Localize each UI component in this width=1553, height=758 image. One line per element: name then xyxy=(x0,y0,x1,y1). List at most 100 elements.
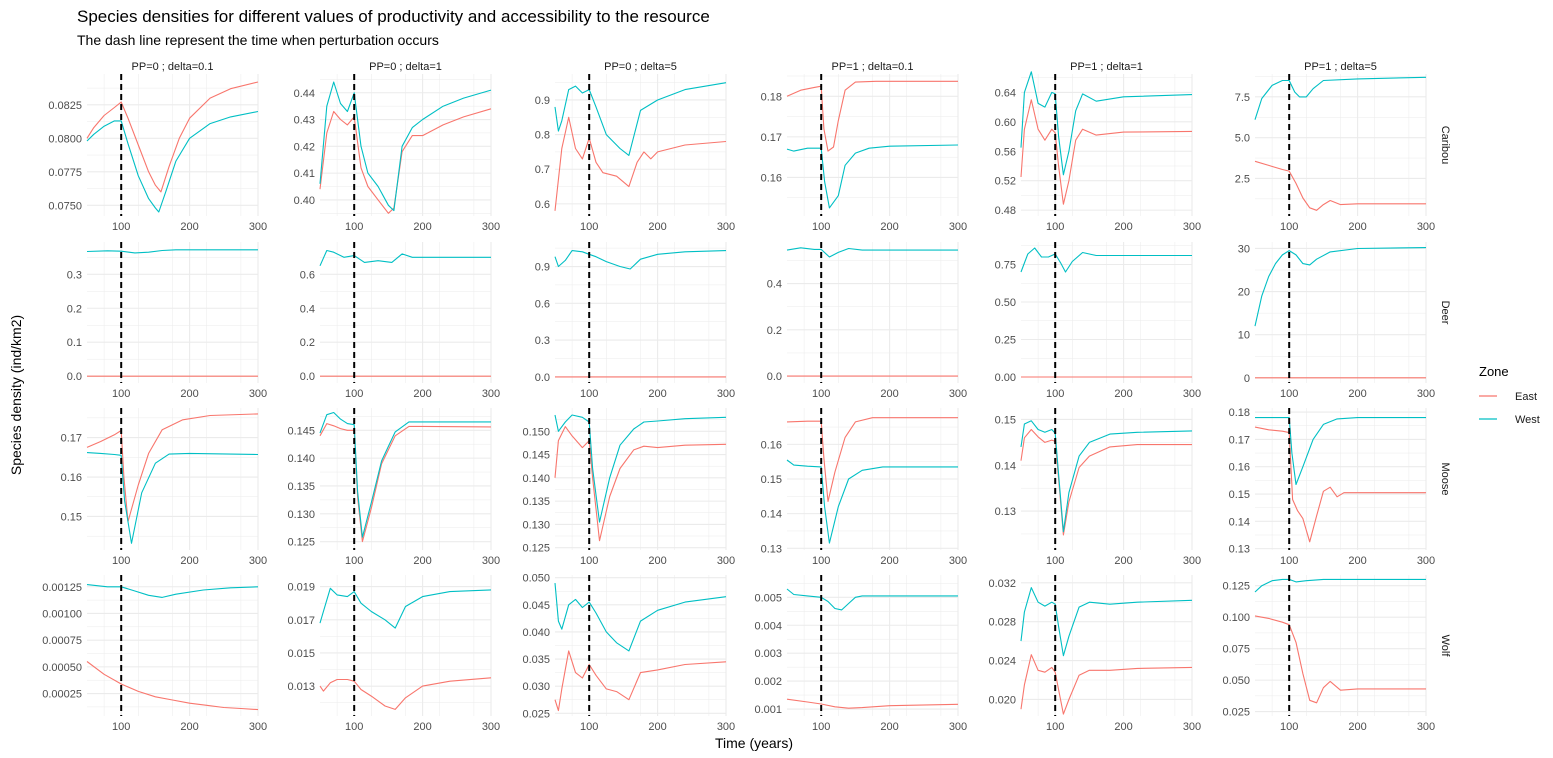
x-tick-label: 300 xyxy=(949,221,967,233)
y-tick-label: 0.42 xyxy=(294,141,315,153)
facet-panel: 100 200 300 0.13 0.14 0.15 xyxy=(995,408,1201,567)
y-tick-label: 0.15 xyxy=(61,511,82,523)
x-tick-label: 100 xyxy=(1046,721,1064,733)
y-tick-label: 0.125 xyxy=(522,543,550,555)
y-tick-label: 0.00100 xyxy=(42,608,82,620)
y-tick-label: 0.17 xyxy=(61,433,82,445)
x-tick-label: 200 xyxy=(1348,555,1366,567)
y-tick-label: 0.15 xyxy=(1229,489,1250,501)
y-tick-label: 0.028 xyxy=(988,617,1016,629)
y-tick-label: 0.16 xyxy=(1229,462,1250,474)
series-line-east xyxy=(86,81,259,193)
facet-panel: 100 200 300 0.025 0.030 0.035 0.040 0.045 0.050 xyxy=(522,573,735,733)
y-tick-label: 0.125 xyxy=(1222,581,1250,593)
y-tick-label: 0.14 xyxy=(761,509,782,521)
y-tick-label: 0.7 xyxy=(535,164,550,176)
y-tick-label: 0.0 xyxy=(300,371,315,383)
x-tick-label: 200 xyxy=(648,721,666,733)
x-tick-label: 100 xyxy=(812,388,830,400)
y-tick-label: 0.15 xyxy=(995,414,1016,426)
y-tick-label: 0.0775 xyxy=(48,167,82,179)
series-line-west xyxy=(554,82,727,156)
x-tick-label: 300 xyxy=(717,221,735,233)
series-line-west xyxy=(86,110,259,213)
y-tick-label: 0.050 xyxy=(522,573,550,585)
x-tick-label: 100 xyxy=(1280,555,1298,567)
chart-subtitle: The dash line represent the time when pe… xyxy=(77,32,439,48)
y-tick-label: 0.0 xyxy=(67,371,82,383)
x-tick-label: 100 xyxy=(112,221,130,233)
x-tick-label: 300 xyxy=(482,555,500,567)
x-tick-label: 300 xyxy=(717,388,735,400)
y-tick-label: 0.0 xyxy=(535,372,550,384)
x-tick-label: 200 xyxy=(1348,388,1366,400)
y-tick-label: 0.1 xyxy=(67,337,82,349)
series-line-east xyxy=(1020,99,1193,205)
x-tick-label: 200 xyxy=(1348,721,1366,733)
x-tick-label: 100 xyxy=(580,388,598,400)
x-tick-label: 200 xyxy=(648,555,666,567)
y-tick-label: 0.013 xyxy=(287,681,315,693)
y-tick-label: 0.025 xyxy=(1222,707,1250,719)
y-tick-label: 0.140 xyxy=(522,473,550,485)
x-tick-label: 100 xyxy=(112,721,130,733)
y-tick-label: 0.135 xyxy=(287,481,315,493)
x-tick-label: 300 xyxy=(949,388,967,400)
y-tick-label: 0.6 xyxy=(300,269,315,281)
legend-label-east: East xyxy=(1515,391,1537,403)
series-line-west xyxy=(319,249,491,267)
x-tick-label: 100 xyxy=(812,221,830,233)
y-tick-label: 0.2 xyxy=(767,325,782,337)
y-tick-label: 0.56 xyxy=(995,146,1016,158)
y-tick-label: 0.4 xyxy=(300,303,315,315)
facet-row-label: Caribou xyxy=(1439,126,1451,165)
facet-panel: 100 200 300 0.13 0.14 0.15 0.16 xyxy=(761,408,967,567)
series-line-east xyxy=(554,650,727,712)
y-tick-label: 0.9 xyxy=(535,262,550,274)
series-line-west xyxy=(554,583,727,652)
series-line-east xyxy=(554,116,727,211)
y-tick-label: 0.0750 xyxy=(48,200,82,212)
x-tick-label: 200 xyxy=(880,221,898,233)
series-line-east xyxy=(86,661,259,711)
x-tick-label: 200 xyxy=(1114,221,1132,233)
facet-strip-label: PP=0 ; delta=5 xyxy=(604,61,677,73)
x-tick-label: 100 xyxy=(812,721,830,733)
y-tick-label: 0.60 xyxy=(995,117,1016,129)
facet-panel: 100 200 300 0.0 0.1 0.2 0.3 xyxy=(67,242,267,400)
facet-panel: 100 200 300 0.020 0.024 0.028 0.032 xyxy=(988,575,1201,733)
x-tick-label: 100 xyxy=(580,221,598,233)
y-tick-label: 0.6 xyxy=(535,298,550,310)
facet-panel: 100 200 300 0.00025 0.00050 0.00075 0.00100 0.0… xyxy=(42,575,267,733)
y-tick-label: 0.00025 xyxy=(42,689,82,701)
x-tick-label: 300 xyxy=(1417,555,1435,567)
y-tick-label: 0.002 xyxy=(754,676,782,688)
y-tick-label: 0.18 xyxy=(761,91,782,103)
x-tick-label: 300 xyxy=(949,555,967,567)
facet-row-label: Wolf xyxy=(1439,635,1451,658)
y-tick-label: 0.44 xyxy=(294,88,315,100)
y-tick-label: 0.14 xyxy=(995,460,1016,472)
y-tick-label: 0.6 xyxy=(535,199,550,211)
x-tick-label: 300 xyxy=(482,721,500,733)
y-axis-title: Species density (ind/km2) xyxy=(8,315,24,475)
y-tick-label: 0.035 xyxy=(522,654,550,666)
x-tick-label: 100 xyxy=(1280,388,1298,400)
facet-panel: 100 200 300 0.40 0.41 0.42 0.43 0.44 xyxy=(294,74,500,233)
y-tick-label: 0.150 xyxy=(522,426,550,438)
facet-panel: 100 200 300 0.48 0.52 0.56 0.60 0.64 xyxy=(995,71,1201,233)
series-line-east xyxy=(1020,654,1193,715)
facet-strip-label: PP=0 ; delta=0.1 xyxy=(132,61,214,73)
facet-strip-label: PP=1 ; delta=1 xyxy=(1070,61,1143,73)
facet-panel: 100 200 300 0 10 20 30 xyxy=(1238,242,1435,400)
series-line-west xyxy=(319,81,492,212)
x-tick-label: 100 xyxy=(580,555,598,567)
series-line-west xyxy=(786,247,958,258)
series-line-west xyxy=(786,144,959,209)
facet-panel: 100 200 300 0.0 0.2 0.4 0.6 xyxy=(300,242,500,400)
y-tick-label: 20 xyxy=(1238,287,1250,299)
y-tick-label: 0.13 xyxy=(1229,544,1250,556)
x-tick-label: 300 xyxy=(1183,555,1201,567)
y-tick-label: 0.00050 xyxy=(42,662,82,674)
